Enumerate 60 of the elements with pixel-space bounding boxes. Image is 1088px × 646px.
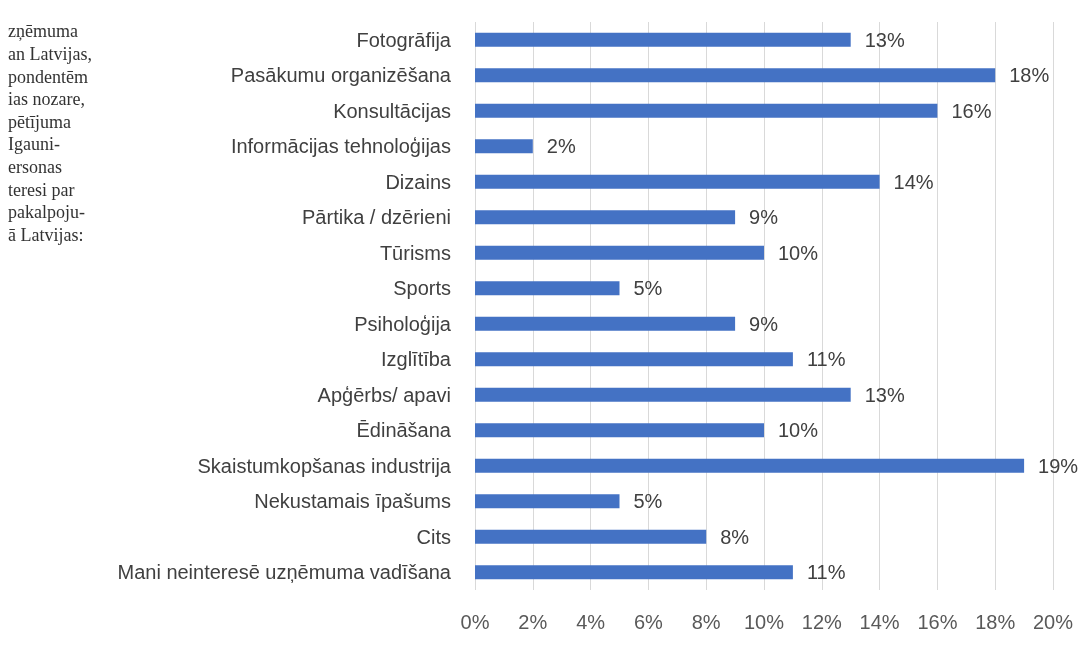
bar bbox=[475, 387, 851, 402]
bar bbox=[475, 174, 880, 189]
bar bbox=[475, 32, 851, 47]
y-tick-label: Psiholoģija bbox=[354, 312, 452, 335]
y-tick-label: Tūrisms bbox=[379, 241, 451, 264]
data-label: 19% bbox=[1038, 454, 1079, 477]
bar bbox=[475, 458, 1025, 473]
x-tick-label: 4% bbox=[576, 611, 606, 633]
data-label: 14% bbox=[893, 170, 934, 193]
data-label: 5% bbox=[633, 277, 663, 300]
data-label: 5% bbox=[633, 490, 663, 513]
bar bbox=[475, 565, 793, 580]
data-label: 18% bbox=[1009, 64, 1050, 87]
bar bbox=[475, 245, 764, 260]
data-label: 11% bbox=[806, 348, 846, 371]
y-tick-label: Ēdināšana bbox=[356, 419, 452, 442]
data-label: 11% bbox=[806, 561, 846, 584]
x-tick-label: 12% bbox=[801, 611, 843, 633]
x-tick-label: 6% bbox=[633, 611, 664, 633]
text: zņēmuma an Latvijas, pondentēm ias nozare, pētījuma Igauni- ersonas teresi par pakalpoju- ā Latvijas: bbox=[8, 21, 92, 245]
x-tick-label: 20% bbox=[1032, 611, 1074, 633]
y-tick-label: Dizains bbox=[385, 170, 451, 193]
bar bbox=[475, 103, 938, 118]
x-tick-label: 16% bbox=[917, 611, 958, 633]
bar bbox=[475, 494, 620, 509]
bar bbox=[475, 316, 736, 331]
y-tick-label: Izglītība bbox=[380, 348, 452, 371]
data-label: 10% bbox=[778, 419, 819, 442]
x-tick-label: 2% bbox=[518, 611, 548, 633]
y-tick-label: Mani neinteresē uzņēmuma vadīšana bbox=[117, 561, 452, 584]
bar bbox=[475, 529, 707, 544]
data-label: 13% bbox=[864, 383, 905, 406]
y-tick-label: Pārtika / dzērieni bbox=[302, 206, 451, 229]
bar bbox=[475, 423, 764, 438]
x-tick-label: 10% bbox=[743, 611, 785, 633]
y-tick-label: Skaistumkopšanas industrija bbox=[197, 454, 452, 477]
y-tick-label: Konsultācijas bbox=[333, 99, 451, 122]
bar bbox=[475, 68, 996, 83]
data-label: 8% bbox=[720, 525, 750, 548]
bar bbox=[475, 210, 736, 225]
data-label: 16% bbox=[951, 99, 992, 122]
x-tick-label: 14% bbox=[859, 611, 900, 633]
x-tick-label: 18% bbox=[975, 611, 1016, 633]
y-tick-label: Cits bbox=[416, 525, 451, 548]
data-label: 9% bbox=[749, 312, 779, 335]
y-tick-label: Fotogrāfija bbox=[356, 28, 452, 51]
data-label: 13% bbox=[864, 28, 905, 51]
y-tick-label: Sports bbox=[393, 277, 451, 300]
y-tick-label: Informācijas tehnoloģijas bbox=[230, 135, 451, 158]
data-label: 9% bbox=[749, 206, 779, 229]
bar bbox=[475, 281, 620, 296]
data-label: 2% bbox=[546, 135, 576, 158]
bar bbox=[475, 352, 793, 367]
y-tick-label: Apģērbs/ apavi bbox=[317, 383, 451, 406]
x-tick-label: 8% bbox=[691, 611, 721, 633]
x-tick-label: 0% bbox=[460, 611, 490, 633]
y-tick-label: Pasākumu organizēšana bbox=[230, 64, 452, 87]
data-label: 10% bbox=[778, 241, 819, 264]
bar bbox=[475, 139, 533, 154]
y-tick-label: Nekustamais īpašums bbox=[254, 490, 451, 513]
